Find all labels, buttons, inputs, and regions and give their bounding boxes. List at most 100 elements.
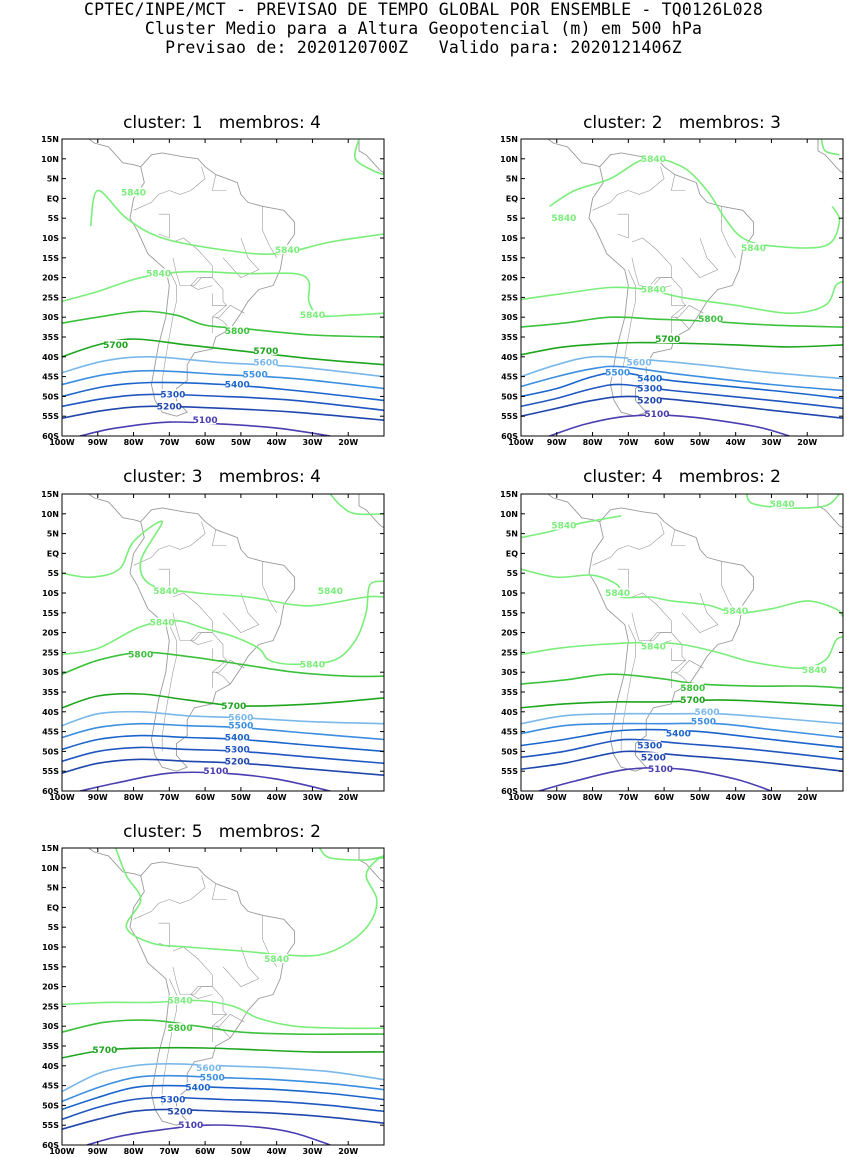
- lon-tick-label: 100W: [49, 793, 75, 802]
- lat-tick-label: 10N: [500, 155, 518, 164]
- contour-5300: [521, 738, 843, 761]
- panel-title: cluster: 3 membros: 4: [123, 467, 321, 487]
- lat-tick-label: 55S: [501, 412, 518, 421]
- country-border: [158, 922, 170, 948]
- coastline-south-america: [129, 861, 296, 1126]
- contour-label-bg: [642, 153, 665, 163]
- contour-label-5840: 5840: [741, 244, 766, 254]
- lat-tick-label: 20S: [42, 274, 59, 283]
- country-border: [671, 305, 686, 333]
- country-border: [190, 277, 213, 290]
- lat-tick-label: 30S: [501, 313, 518, 322]
- contour-label-bg: [638, 395, 661, 405]
- lat-tick-label: 35S: [42, 688, 59, 697]
- contour-label-5200: 5200: [225, 757, 250, 767]
- contour-5840: [549, 157, 841, 249]
- lat-tick-label: 25S: [501, 648, 518, 657]
- lon-tick-label: 70W: [159, 793, 179, 802]
- lat-tick-label: 15S: [42, 963, 59, 972]
- lon-tick-label: 30W: [761, 793, 781, 802]
- lat-tick-label: 30S: [42, 1022, 59, 1031]
- lat-tick-label: 20S: [42, 629, 59, 638]
- lon-tick-label: 80W: [124, 1147, 144, 1156]
- lon-tick-label: 60W: [195, 1147, 215, 1156]
- lon-tick-label: 100W: [49, 438, 75, 447]
- contour-5840: [89, 189, 384, 255]
- header-dates: Previsao de: 2020120700Z Valido para: 20…: [165, 38, 682, 57]
- country-border: [169, 875, 206, 904]
- contour-5400: [62, 381, 384, 402]
- contour-label-bg: [122, 187, 145, 197]
- contour-5700: [62, 692, 384, 709]
- lat-tick-label: 55S: [42, 1121, 59, 1130]
- lon-tick-label: 40W: [267, 438, 287, 447]
- contour-label-5400: 5400: [185, 1084, 210, 1094]
- contour-label-bg: [696, 706, 719, 716]
- contour-label-5100: 5100: [648, 765, 673, 775]
- panel-title: cluster: 2 membros: 3: [583, 113, 781, 133]
- contour-label-bg: [724, 605, 747, 615]
- coastline-central-america: [88, 494, 141, 523]
- lon-tick-label: 60W: [654, 793, 674, 802]
- contour-label-bg: [301, 659, 324, 669]
- lat-tick-label: 35S: [42, 333, 59, 342]
- contour-label-5300: 5300: [225, 745, 250, 755]
- lat-tick-label: 50S: [501, 392, 518, 401]
- lat-tick-label: 50S: [42, 392, 59, 401]
- lat-tick-label: 30S: [501, 668, 518, 677]
- contour-label-bg: [254, 345, 277, 355]
- contour-5300: [62, 746, 384, 765]
- lat-tick-label: 10S: [501, 234, 518, 243]
- lon-tick-label: 70W: [159, 1147, 179, 1156]
- contour-5840: [62, 270, 384, 318]
- lat-tick-label: 10S: [42, 589, 59, 598]
- contour-5600: [62, 1062, 384, 1093]
- contour-label-5400: 5400: [225, 381, 250, 391]
- lon-tick-label: 100W: [508, 793, 534, 802]
- panel-title: cluster: 1 membros: 4: [123, 113, 321, 133]
- contour-label-bg: [642, 284, 665, 294]
- contour-label-5100: 5100: [203, 767, 228, 777]
- lon-tick-label: 40W: [267, 793, 287, 802]
- contour-5840: [354, 139, 384, 176]
- lon-tick-label: 20W: [797, 438, 817, 447]
- figure-header: CPTEC/INPE/MCT - PREVISAO DE TEMPO GLOBA…: [0, 0, 847, 57]
- contour-label-bg: [197, 1062, 220, 1072]
- contour-5840: [521, 280, 843, 315]
- country-border: [222, 592, 260, 633]
- contour-label-bg: [93, 1044, 116, 1054]
- contour-5400: [62, 734, 384, 753]
- contour-label-bg: [154, 586, 177, 596]
- country-border: [161, 269, 177, 397]
- lat-tick-label: 35S: [501, 688, 518, 697]
- country-border: [133, 190, 170, 211]
- contour-label-bg: [638, 373, 661, 383]
- contour-label-bg: [147, 268, 170, 278]
- coastline-africa: [817, 494, 843, 529]
- lon-tick-label: 40W: [267, 1147, 287, 1156]
- contour-5800: [521, 673, 843, 689]
- contour-label-bg: [681, 683, 704, 693]
- contour-label-5600: 5600: [196, 1064, 221, 1074]
- contour-label-bg: [169, 1106, 192, 1116]
- contour-label-5200: 5200: [157, 402, 182, 412]
- country-border: [215, 1025, 231, 1039]
- contour-label-5300: 5300: [637, 741, 662, 751]
- map-panel-3: 5840 584058405840580057005600550054005300…: [41, 490, 385, 802]
- contour-label-5200: 5200: [641, 753, 666, 763]
- lon-tick-label: 30W: [302, 438, 322, 447]
- lat-tick-label: 10S: [501, 589, 518, 598]
- lat-tick-label: 25S: [501, 293, 518, 302]
- coastline-africa: [358, 139, 384, 174]
- coastline-africa: [358, 494, 384, 529]
- lat-tick-label: EQ: [506, 549, 518, 558]
- contour-label-5840: 5840: [802, 666, 827, 676]
- lat-tick-label: 20S: [501, 274, 518, 283]
- lon-tick-label: 90W: [88, 1147, 108, 1156]
- contour-label-5600: 5600: [228, 714, 253, 724]
- map-panel-4: 5840 5840 5840 5840 5840 5840 5800 5700 56005500…: [500, 490, 844, 802]
- country-border: [721, 206, 736, 258]
- map-frame: [520, 493, 844, 792]
- lat-tick-label: EQ: [506, 194, 518, 203]
- panel-title: cluster: 4 membros: 2: [583, 467, 781, 487]
